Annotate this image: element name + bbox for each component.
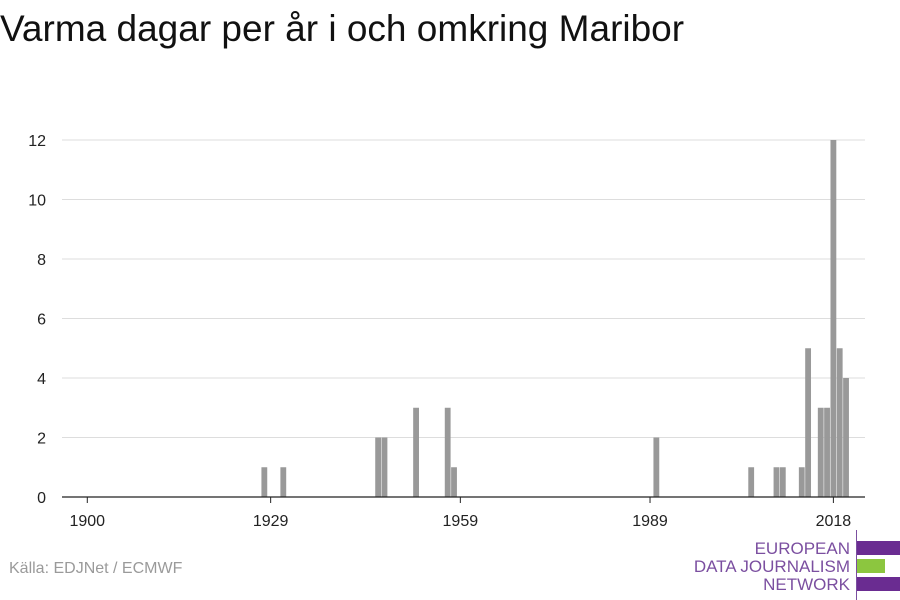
y-tick-label: 10 [28,193,46,210]
bar [653,437,660,497]
logo-text-network: NETWORK [763,575,850,594]
bar [798,467,805,497]
bar [261,467,268,497]
bar [773,467,780,497]
logo-bar-purple-top [857,541,900,555]
bar [748,467,755,497]
logo-bar-purple-bottom [857,577,900,591]
x-tick-label: 1989 [632,513,668,530]
bar [824,407,830,497]
bar [836,348,843,497]
bar [451,467,457,497]
x-tick-label: 1959 [443,513,479,530]
x-tick-label: 1900 [69,513,105,530]
y-tick-label: 0 [37,490,46,507]
y-axis-ticks: 0 2 4 6 8 10 12 [28,133,46,507]
bar [375,437,382,497]
chart-title: Varma dagar per år i och omkring Maribor [0,8,685,49]
source-note: Källa: EDJNet / ECMWF [9,560,183,577]
y-tick-label: 2 [37,431,46,448]
edjnet-logo: EUROPEAN DATA JOURNALISM NETWORK [694,530,900,600]
logo-text-european: EUROPEAN [754,539,850,558]
bar [805,348,812,497]
x-axis-ticks: 1900 1929 1959 1989 2018 [69,497,851,530]
bars [261,140,849,497]
bar [444,407,451,497]
y-tick-label: 6 [37,312,46,329]
y-tick-label: 8 [37,252,46,269]
logo-bar-green [857,559,885,573]
bar [843,378,849,497]
x-tick-label: 1929 [253,513,289,530]
bar [817,407,824,497]
bar [381,437,388,497]
bar [830,140,837,497]
y-tick-label: 12 [28,133,46,150]
y-tick-label: 4 [37,371,46,388]
bar [779,467,786,497]
logo-divider [856,530,857,600]
bar [413,407,419,497]
gridlines [62,139,865,438]
logo-text-data-journalism: DATA JOURNALISM [693,557,850,576]
bar [280,467,287,497]
x-tick-label: 2018 [816,513,852,530]
